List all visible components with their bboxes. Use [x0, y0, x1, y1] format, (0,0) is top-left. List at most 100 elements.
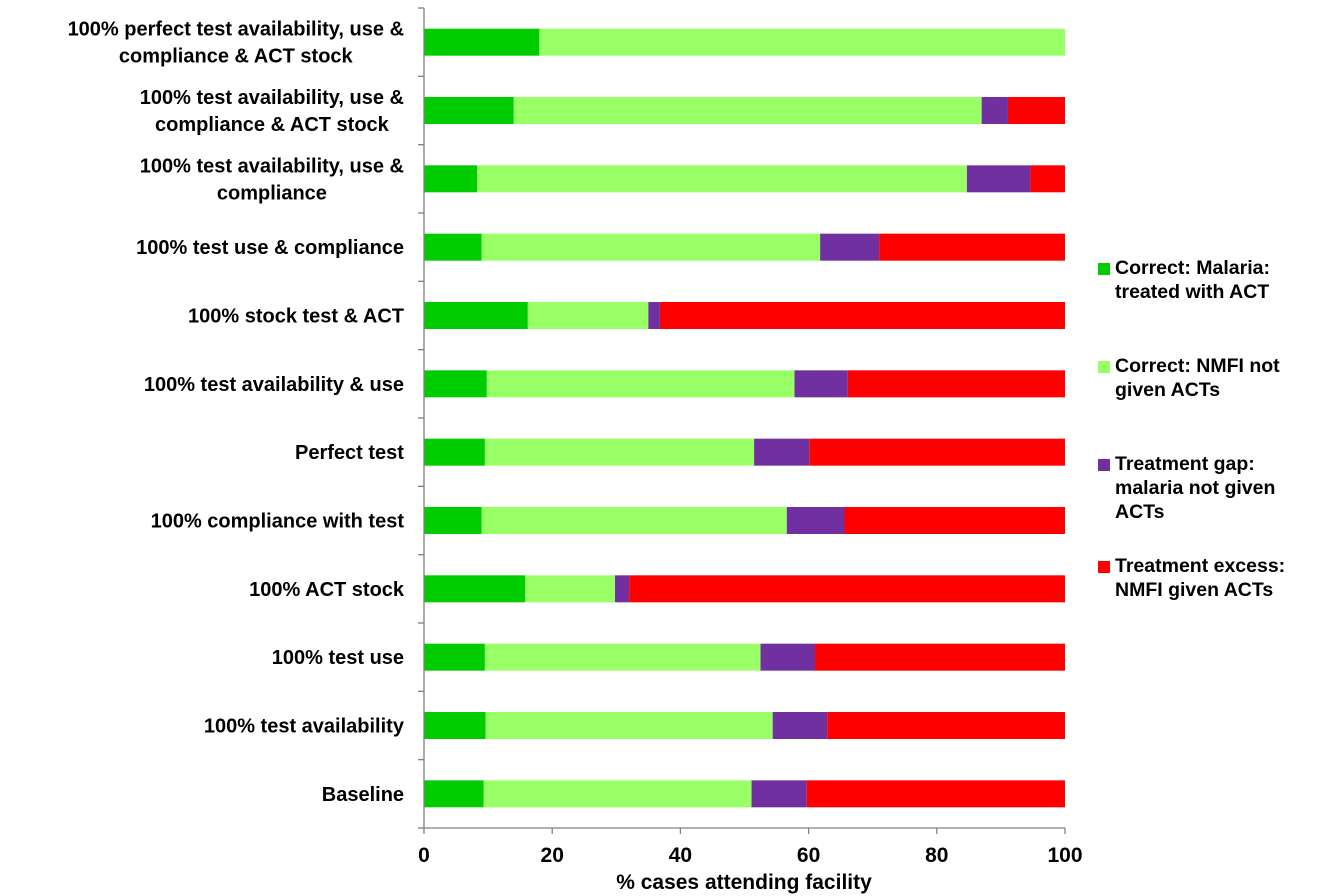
legend-swatch [1098, 263, 1110, 275]
bar-segment-6-2 [754, 438, 810, 466]
legend-item-0: Correct: Malaria: treated with ACT [1098, 256, 1323, 304]
legend-item-1: Correct: NMFI not given ACTs [1098, 354, 1323, 402]
category-label-line: 100% test availability [204, 716, 405, 738]
category-label-line: 100% test availability, use & [140, 87, 404, 109]
category-label-line: 100% compliance with test [151, 511, 405, 533]
category-label-0: 100% perfect test availability, use & com… [68, 19, 404, 68]
bar-segment-4-3 [659, 302, 1065, 329]
category-label-line: compliance [217, 182, 327, 204]
bar-segment-10-0 [424, 712, 486, 739]
category-label-line: 100% ACT stock [249, 579, 405, 601]
bar-segment-4-2 [648, 302, 660, 329]
bars-group [424, 28, 1065, 808]
bar-segment-6-3 [809, 438, 1065, 466]
category-label-line: 100% test availability & use [144, 374, 404, 396]
bar-segment-6-0 [424, 438, 485, 466]
bar-segment-2-0 [424, 165, 478, 193]
bar-segment-11-2 [751, 780, 807, 808]
bar-segment-1-0 [424, 97, 514, 124]
category-label-5: 100% test availability & use [144, 374, 404, 396]
category-label-10: 100% test availability [204, 716, 405, 738]
category-label-8: 100% ACT stock [249, 579, 405, 601]
bar-segment-5-2 [794, 370, 848, 398]
category-label-line: 100% test use & compliance [136, 237, 404, 259]
category-label-line: compliance & ACT stock [155, 114, 390, 136]
legend-label-line: Treatment excess: [1115, 555, 1286, 577]
legend-swatch [1098, 561, 1110, 573]
x-tick-label: 60 [797, 844, 820, 867]
category-label-line: 100% test use [272, 647, 404, 669]
bar-segment-3-3 [879, 233, 1065, 261]
bar-segment-6-1 [484, 438, 755, 466]
legend-swatch [1098, 361, 1110, 373]
legend: Correct: Malaria: treated with ACT Correct… [1098, 256, 1323, 602]
category-label-9: 100% test use [272, 647, 404, 669]
axes-group: 0 20 40 60 80 100 [418, 7, 1083, 867]
x-tick-label: 80 [925, 844, 948, 867]
bar-segment-5-3 [847, 370, 1065, 398]
bar-segment-1-2 [981, 97, 1008, 124]
legend-swatch [1098, 459, 1110, 471]
bar-segment-8-3 [629, 575, 1065, 603]
bar-segment-3-0 [424, 233, 482, 261]
category-label-line: 100% test availability, use & [140, 155, 404, 177]
legend-label-line: NMFI given ACTs [1115, 579, 1274, 601]
category-label-11: Baseline [322, 784, 404, 806]
bar-segment-0-1 [539, 28, 1065, 56]
bar-segment-7-2 [786, 507, 845, 534]
legend-item-2: Treatment gap: malaria not given ACTs [1098, 452, 1323, 524]
category-label-line: 100% stock test & ACT [188, 306, 404, 328]
bar-segment-8-0 [424, 575, 526, 603]
category-label-2: 100% test availability, use & compliance [140, 155, 404, 204]
bar-segment-8-1 [525, 575, 616, 603]
bar-segment-7-3 [844, 507, 1065, 534]
bar-segment-9-3 [815, 643, 1065, 671]
legend-label-line: Correct: NMFI not [1115, 355, 1280, 377]
legend-item-3: Treatment excess: NMFI given ACTs [1098, 554, 1323, 602]
bar-segment-3-2 [820, 233, 880, 261]
legend-label-line: treated with ACT [1115, 281, 1270, 303]
bar-segment-3-1 [481, 233, 821, 261]
category-label-1: 100% test availability, use & compliance … [140, 87, 404, 136]
bar-segment-4-0 [424, 302, 528, 329]
x-tick-label: 0 [418, 844, 430, 867]
bar-segment-5-0 [424, 370, 487, 398]
bar-segment-2-1 [477, 165, 967, 193]
bar-segment-9-0 [424, 643, 485, 671]
legend-label-line: Treatment gap: [1115, 453, 1255, 475]
category-label-6: Perfect test [295, 442, 404, 464]
bar-segment-2-2 [966, 165, 1031, 193]
bar-segment-11-3 [806, 780, 1065, 808]
bar-segment-10-2 [772, 712, 828, 739]
bar-segment-9-2 [760, 643, 816, 671]
category-label-line: Baseline [322, 784, 404, 806]
legend-label-line: given ACTs [1115, 379, 1221, 401]
x-tick-label: 20 [541, 844, 564, 867]
legend-label-line: ACTs [1115, 501, 1165, 523]
bar-segment-4-1 [527, 302, 649, 329]
bar-segment-7-0 [424, 507, 482, 534]
bar-segment-2-3 [1030, 165, 1065, 193]
bar-segment-10-1 [485, 712, 773, 739]
bar-segment-9-1 [484, 643, 761, 671]
legend-label-line: malaria not given [1115, 477, 1276, 499]
bar-segment-1-1 [513, 97, 982, 124]
category-label-4: 100% stock test & ACT [188, 306, 404, 328]
bar-segment-0-0 [424, 28, 540, 56]
x-tick-label: 40 [669, 844, 692, 867]
bar-segment-10-3 [827, 712, 1065, 739]
category-label-line: 100% perfect test availability, use & [68, 19, 404, 41]
category-label-3: 100% test use & compliance [136, 237, 404, 259]
legend-label-line: Correct: Malaria: [1115, 257, 1270, 279]
bar-segment-11-1 [483, 780, 752, 808]
x-tick-label: 100 [1047, 844, 1082, 867]
bar-segment-5-1 [486, 370, 795, 398]
category-label-7: 100% compliance with test [151, 511, 405, 533]
bar-segment-7-1 [481, 507, 787, 534]
category-labels: 100% perfect test availability, use & com… [68, 19, 405, 806]
bar-segment-1-3 [1007, 97, 1065, 124]
bar-segment-8-2 [615, 575, 630, 603]
category-label-line: compliance & ACT stock [119, 46, 354, 68]
x-axis-title: % cases attending facility [616, 871, 872, 894]
